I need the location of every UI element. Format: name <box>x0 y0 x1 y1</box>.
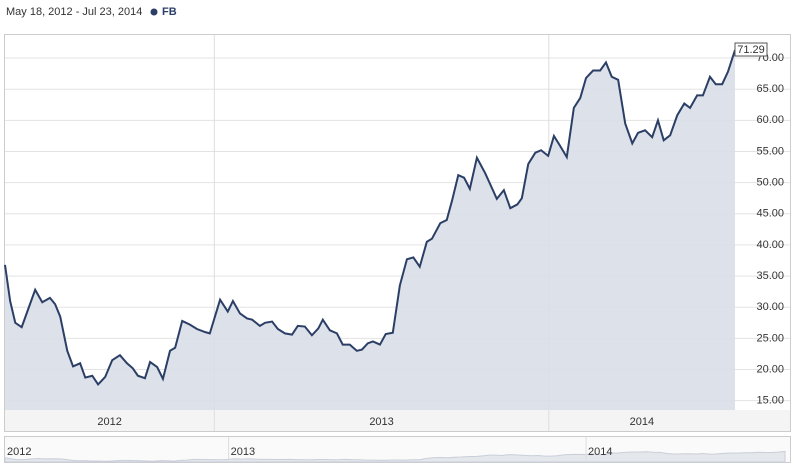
price-line <box>4 49 736 387</box>
x-tick-label: 2012 <box>97 416 121 428</box>
y-tick-label: 55.00 <box>756 145 784 157</box>
y-tick-label: 25.00 <box>756 332 784 344</box>
area-fill <box>5 50 735 411</box>
y-tick-label: 45.00 <box>756 208 784 220</box>
legend-swatch <box>150 8 158 16</box>
y-tick-label: 60.00 <box>756 114 784 126</box>
y-tick-label: 35.00 <box>756 270 784 282</box>
x-tick-label: 2014 <box>630 416 654 428</box>
plot-frame <box>4 34 791 432</box>
navigator-label: 2013 <box>231 446 255 458</box>
y-tick-label: 30.00 <box>756 301 784 313</box>
legend-label: FB <box>162 6 177 18</box>
y-tick-label: 40.00 <box>756 239 784 251</box>
chart-subtitle: May 18, 2012 - Jul 23, 2014 <box>6 6 142 18</box>
last-value-box <box>734 42 768 57</box>
navigator-area <box>4 450 786 463</box>
last-value-label: 71.29 <box>737 44 765 56</box>
x-axis-band <box>5 410 790 431</box>
navigator-label: 2014 <box>588 446 612 458</box>
y-tick-label: 15.00 <box>756 395 784 407</box>
navigator-label: 2012 <box>7 446 31 458</box>
y-tick-label: 65.00 <box>756 83 784 95</box>
y-tick-label: 50.00 <box>756 177 784 189</box>
y-tick-label: 20.00 <box>756 363 784 375</box>
x-tick-label: 2013 <box>369 416 393 428</box>
